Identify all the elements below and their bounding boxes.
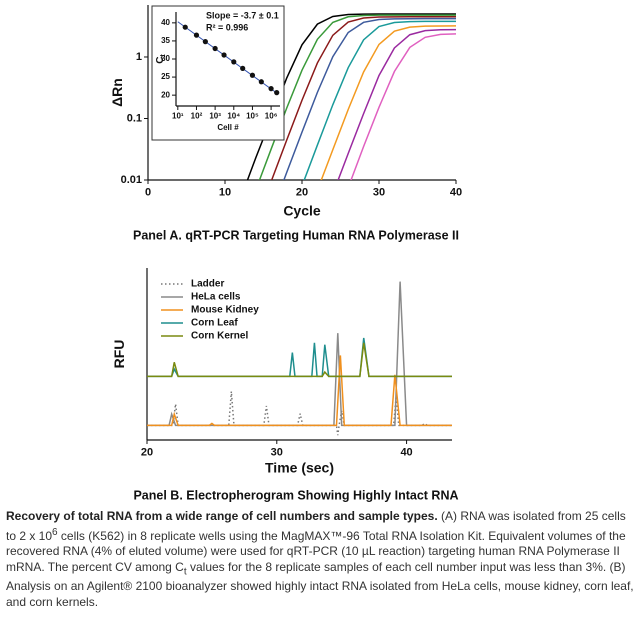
series-line — [350, 33, 456, 180]
chart-title: Panel B. Electropherogram Showing Highly… — [133, 488, 458, 502]
point — [193, 32, 200, 38]
series-line — [320, 25, 456, 180]
legend-label: Corn Leaf — [191, 318, 238, 329]
chart-title: Panel A. qRT-PCR Targeting Human RNA Pol… — [133, 228, 459, 242]
y-axis-label: RFU — [111, 340, 127, 369]
x-tick-label: 10³ — [209, 112, 221, 121]
series-line — [147, 355, 452, 427]
point — [268, 86, 274, 92]
series-line — [283, 17, 456, 180]
y-tick-label: 25 — [161, 72, 170, 81]
y-tick-label: 0.01 — [121, 174, 142, 186]
point — [202, 39, 208, 45]
caption-sub: t — [183, 565, 187, 577]
y-axis-label-text: ΔRn — [109, 78, 125, 107]
inset-frame — [151, 5, 285, 141]
x-tick-label: 10² — [191, 112, 203, 121]
y-tick-label: 35 — [161, 36, 170, 45]
x-tick-label: 0 — [145, 187, 151, 199]
caption-sup: 6 — [52, 526, 58, 538]
y-axis-label-sub: t — [160, 54, 167, 57]
x-tick-label: 30 — [271, 447, 283, 459]
point — [258, 79, 264, 85]
y-tick-label: 0.1 — [127, 112, 142, 124]
chart: 0 10 20 30 40 0.01 0.1 1 Cycle ΔRn Panel A. qRT-PC… — [109, 5, 462, 242]
caption-text: values for the 8 replicate samples of ea… — [6, 559, 634, 609]
x-tick-label: 30 — [373, 187, 385, 199]
x-axis-label: Cycle — [283, 203, 321, 219]
series-line — [147, 342, 452, 378]
y-tick-label: 20 — [161, 90, 170, 99]
chart: 20 30 40 Time (sec) RFU Panel B. Electrophero… — [111, 268, 459, 502]
point — [182, 24, 188, 30]
annotation: R² = 0.996 — [206, 22, 248, 32]
x-axis-label: Cell # — [217, 123, 239, 132]
series-line — [270, 16, 456, 180]
x-tick-label: 20 — [296, 187, 308, 199]
series-line — [147, 281, 452, 427]
legend-label: Mouse Kidney — [191, 305, 259, 316]
x-tick-label: 20 — [141, 447, 153, 459]
series-line — [303, 20, 456, 180]
point — [240, 65, 246, 71]
caption-text: (A) RNA was isolated from 25 cells to 2 … — [6, 509, 626, 543]
point — [231, 59, 237, 65]
point — [249, 72, 256, 78]
figure: 0 10 20 30 40 0.01 0.1 1 Cycle ΔRn Panel A. qRT-PC… — [109, 5, 462, 502]
y-tick-label: 40 — [161, 18, 170, 27]
x-tick-label: 40 — [400, 447, 412, 459]
legend-label: Ladder — [191, 279, 224, 290]
legend-label: HeLa cells — [191, 292, 241, 303]
y-tick-label: 30 — [161, 54, 170, 63]
y-axis-label: Ct — [155, 54, 167, 64]
y-axis-label: ΔRn — [109, 78, 125, 107]
point — [221, 52, 227, 58]
caption-lead: Recovery of total RNA from a wide range … — [6, 509, 438, 523]
series-line — [337, 28, 456, 180]
x-tick-label: 10¹ — [172, 112, 184, 121]
point — [274, 90, 280, 96]
y-tick-label: 1 — [136, 51, 142, 63]
x-tick-label: 10⁵ — [246, 112, 259, 121]
y-axis-label-text: RFU — [111, 340, 127, 369]
chart: 10¹ 10² 10³ 10⁴ 10⁵ 10⁶ 20 25 30 35 40 Cell # Ct Slop… — [151, 5, 285, 141]
caption: Recovery of total RNA from a wide range … — [6, 509, 638, 610]
caption-text: cells (K562) in 8 replicate wells using … — [6, 528, 626, 574]
legend-label: Corn Kernel — [191, 331, 248, 342]
point — [212, 45, 218, 52]
x-axis-label: Time (sec) — [265, 460, 334, 476]
x-tick-label: 10⁶ — [265, 112, 278, 121]
x-tick-label: 10 — [219, 187, 231, 199]
x-tick-label: 40 — [450, 187, 462, 199]
series-line — [147, 337, 452, 378]
annotation: Slope = -3.7 ± 0.1 — [206, 10, 279, 20]
x-tick-label: 10⁴ — [227, 112, 240, 121]
y-axis-label-text: C — [155, 57, 166, 64]
